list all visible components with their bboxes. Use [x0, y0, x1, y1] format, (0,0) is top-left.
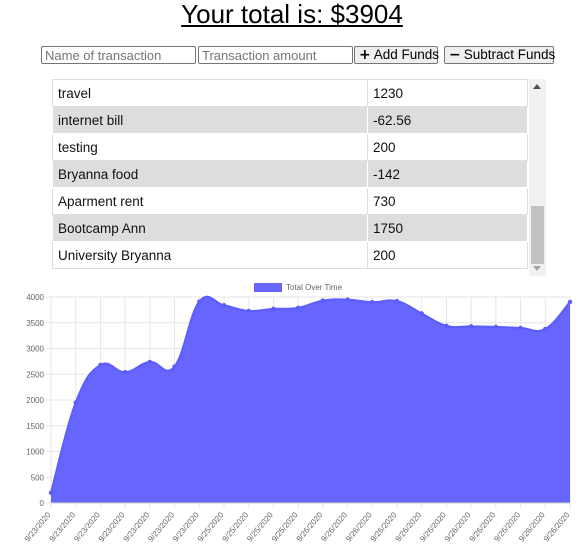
transaction-row: University Bryanna 200 [52, 241, 528, 269]
series-line [50, 295, 571, 493]
data-point [197, 299, 202, 304]
y-tick-label: 500 [31, 473, 45, 482]
subtract-funds-label: Subtract Funds [463, 47, 556, 62]
data-point [295, 305, 301, 311]
data-point [567, 299, 573, 305]
transaction-row: travel 1230 [52, 79, 528, 107]
legend-swatch [254, 283, 282, 292]
minus-icon: − [449, 47, 461, 63]
transaction-name-input[interactable] [41, 46, 196, 64]
x-tick-label: 9/26/2020 [542, 510, 572, 543]
transaction-amount-cell: 200 [367, 133, 528, 161]
data-point [147, 359, 153, 365]
y-tick-label: 3500 [26, 319, 44, 328]
y-tick-label: 2500 [26, 370, 44, 379]
y-tick-label: 1000 [26, 448, 44, 457]
data-point [320, 298, 326, 303]
scroll-up-arrow-icon[interactable] [533, 84, 541, 89]
add-funds-button[interactable]: + Add Funds [354, 46, 440, 64]
transactions-table-container[interactable]: travel 1230 internet bill -62.56 testing 200 B… [52, 79, 546, 276]
transaction-row: internet bill -62.56 [52, 106, 528, 134]
data-point [172, 364, 177, 369]
add-funds-label: Add Funds [373, 47, 440, 62]
data-point [444, 323, 449, 329]
total-over-time-chart: 050010001500200025003000350040009/23/202… [23, 283, 573, 544]
transaction-row: Bryanna food -142 [52, 160, 528, 188]
data-point [48, 490, 54, 495]
data-point [221, 303, 227, 308]
data-point [73, 400, 78, 405]
transaction-row: testing 200 [52, 133, 528, 161]
data-point [345, 297, 350, 302]
legend-label: Total Over Time [286, 283, 343, 292]
y-tick-label: 4000 [26, 293, 44, 302]
data-point [543, 326, 548, 332]
transaction-name-cell: Bryanna food [52, 160, 368, 188]
data-point [468, 324, 474, 329]
table-scrollbar[interactable] [529, 79, 546, 276]
transaction-name-cell: Aparment rent [52, 187, 368, 215]
transaction-amount-cell: 200 [367, 241, 528, 269]
transaction-row: Aparment rent 730 [52, 187, 528, 215]
data-point [98, 362, 103, 368]
y-tick-label: 1500 [26, 422, 44, 431]
series-area [51, 296, 570, 503]
plus-icon: + [359, 47, 371, 63]
data-point [370, 299, 375, 305]
transaction-amount-cell: 1750 [367, 214, 528, 242]
transaction-name-cell: University Bryanna [52, 241, 368, 269]
scrollbar-thumb[interactable] [531, 206, 544, 264]
transaction-row: Bootcamp Ann 1750 [52, 214, 528, 242]
data-point [493, 324, 499, 330]
subtract-funds-button[interactable]: − Subtract Funds [444, 46, 556, 64]
y-tick-label: 0 [40, 499, 45, 508]
transactions-table: travel 1230 internet bill -62.56 testing 200 B… [52, 79, 528, 269]
data-point [246, 308, 251, 314]
total-heading: Your total is: $3904 [181, 0, 403, 29]
y-tick-label: 3000 [26, 345, 44, 354]
data-point [419, 311, 424, 316]
transaction-amount-cell: 730 [367, 187, 528, 215]
transaction-amount-cell: 1230 [367, 79, 528, 107]
transaction-amount-input[interactable] [198, 46, 353, 64]
transaction-amount-cell: -62.56 [367, 106, 528, 134]
data-point [271, 306, 276, 312]
transaction-name-cell: travel [52, 79, 368, 107]
data-point [394, 298, 400, 304]
data-point [518, 325, 523, 331]
scroll-down-arrow-icon[interactable] [533, 266, 541, 271]
y-tick-label: 2000 [26, 396, 44, 405]
transaction-name-cell: testing [52, 133, 368, 161]
transaction-amount-cell: -142 [367, 160, 528, 188]
transaction-name-cell: Bootcamp Ann [52, 214, 368, 242]
transaction-name-cell: internet bill [52, 106, 368, 134]
data-point [122, 369, 128, 375]
